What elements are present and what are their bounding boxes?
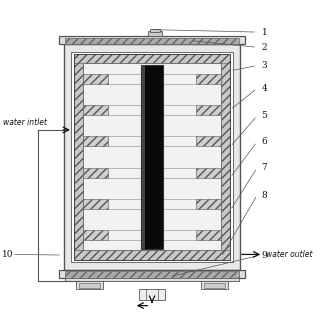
Bar [196,230,221,240]
Bar [140,65,164,249]
Bar [74,54,230,260]
Bar [196,105,221,115]
Bar [76,281,103,289]
Text: 9: 9 [262,252,268,260]
Bar [221,54,230,260]
Text: 1: 1 [262,28,268,36]
Bar [71,52,233,262]
Bar [196,74,221,84]
Bar [83,74,108,84]
Bar [83,230,108,240]
Text: 6: 6 [262,137,268,146]
Bar [196,136,221,146]
Bar [64,44,240,270]
Bar [196,199,221,209]
Text: water outlet: water outlet [266,250,312,259]
Bar [59,36,245,44]
Text: 10: 10 [2,250,13,259]
Bar [74,54,230,63]
Bar [204,283,225,288]
Bar [142,65,146,249]
Bar [201,281,228,289]
Text: 7: 7 [262,163,268,172]
Bar [79,283,100,288]
Bar [83,63,221,251]
Bar [83,136,108,146]
Text: water intlet: water intlet [3,118,47,127]
Bar [65,37,239,44]
Bar [83,199,108,209]
Bar [139,289,165,300]
Bar [148,31,162,36]
Bar [65,277,239,281]
Text: 2: 2 [262,43,267,52]
Bar [59,270,245,278]
Text: 5: 5 [262,111,268,120]
Bar [150,29,160,32]
Bar [83,168,108,178]
Text: 3: 3 [262,61,267,70]
Text: 8: 8 [262,190,268,200]
Bar [196,168,221,178]
Bar [65,271,239,277]
Bar [74,54,83,260]
Bar [83,105,108,115]
Text: 4: 4 [262,84,268,93]
Bar [74,251,230,260]
